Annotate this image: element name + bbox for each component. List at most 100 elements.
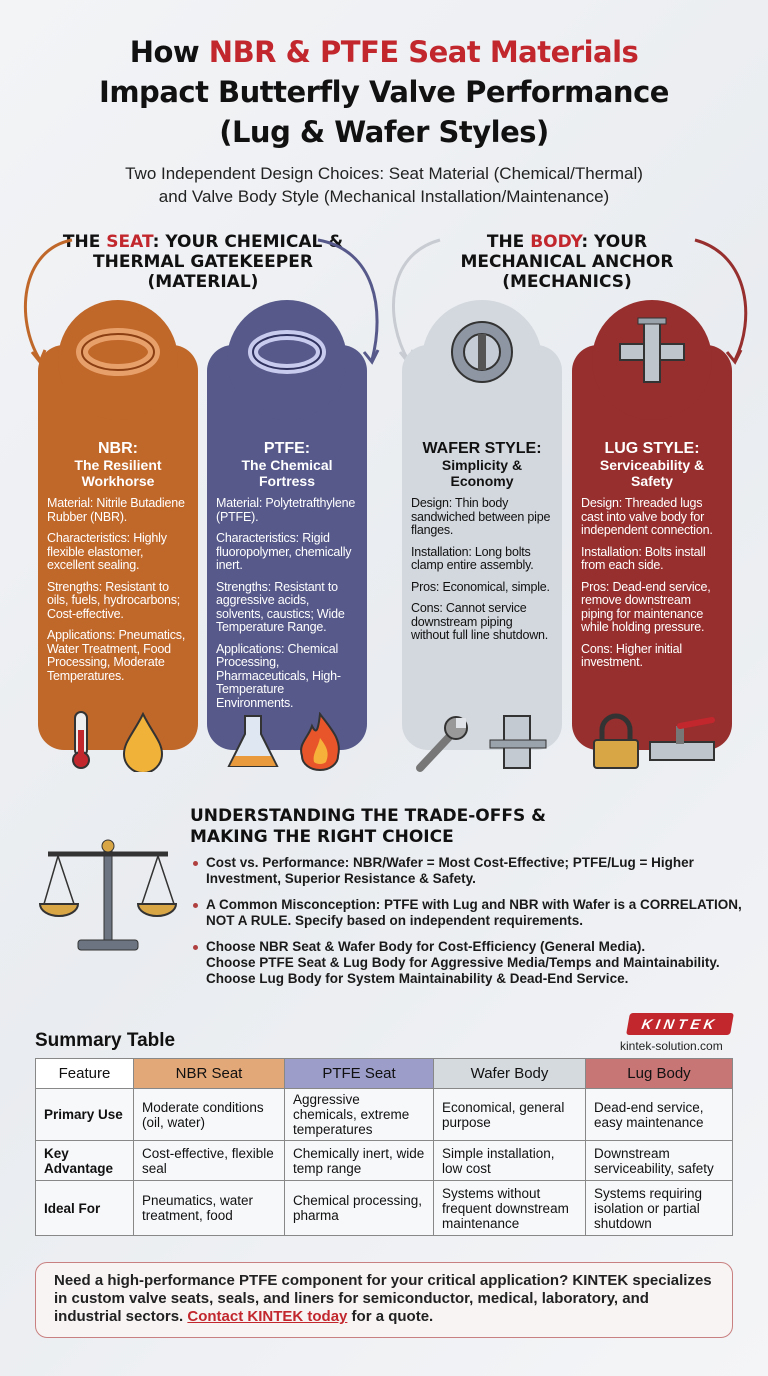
card-subtitle: Serviceability & Safety [599,457,705,489]
card-item: Material: Nitrile Butadiene Rubber (NBR)… [47,496,185,524]
table-row: Ideal For Pneumatics, water treatment, fo… [35,1180,733,1236]
connector-arrows [23,238,748,365]
ptfe-ring-icon [248,330,326,374]
subtitle-line2: and Valve Body Style (Mechanical Install… [158,187,610,206]
padlock-icon [593,713,639,769]
summary-table: Feature NBR Seat PTFE Seat Wafer Body Lu… [35,1058,733,1236]
table-cell: Primary Use [35,1088,134,1141]
flame-icon [300,712,340,771]
table-cell: Key Advantage [35,1140,134,1181]
table-cell: Pneumatics, water treatment, food [133,1180,285,1236]
table-cell: Chemical processing, pharma [284,1180,434,1236]
cta-box: Need a high-performance PTFE component f… [35,1262,733,1338]
table-cell: Systems without frequent downstream main… [433,1180,586,1236]
body-header-line3: (MECHANICS) [502,272,632,292]
card-item: Strengths: Resistant to oils, fuels, hyd… [47,579,181,621]
card-title: WAFER STYLE: [422,440,542,457]
flask-icon [227,715,279,767]
card-item: Installation: Bolts install from each si… [581,544,706,572]
tradeoff-bullet: Cost vs. Performance: NBR/Wafer = Most C… [192,855,752,887]
title-line3: (Lug & Wafer Styles) [219,115,549,149]
card-item: Characteristics: Highly flexible elastom… [47,531,167,572]
orange-oring-icon [76,328,160,376]
table-row: Primary Use Moderate conditions (oil, wat… [35,1088,733,1141]
cta-tail: for a quote. [347,1308,434,1325]
table-cell: Ideal For [35,1180,134,1236]
table-row: Key Advantage Cost-effective, flexible se… [35,1140,733,1181]
card-item: Material: Polytetrafthylene (PTFE). [216,496,356,524]
seat-header-pre: THE [62,232,107,252]
lug-valve-badge [592,300,712,420]
brand-website[interactable]: kintek-solution.com [620,1039,723,1053]
wafer-valve-badge [422,300,542,420]
nbr-ring-badge [58,300,178,420]
card-item: Installation: Long bolts clamp entire as… [411,544,534,572]
thermometer-icon [72,711,90,769]
title-text: How [129,35,209,69]
card-title: LUG STYLE: [604,440,700,457]
nbr-card: NBR: The Resilient Workhorse Material: Ni… [38,345,198,750]
table-cell: Chemically inert, wide temp range [284,1140,434,1181]
lug-card: LUG STYLE: Serviceability & Safety Design… [572,345,732,750]
body-header-line2: MECHANICAL ANCHOR [460,252,674,272]
table-cell: Systems requiring isolation or partial s… [585,1180,733,1236]
card-title: NBR: [98,440,138,457]
table-cell: Aggressive chemicals, extreme temperatur… [284,1088,434,1141]
title-line2: Impact Butterfly Valve Performance [99,75,669,109]
card-subtitle: The Chemical Fortress [241,457,333,489]
subtitle-line1: Two Independent Design Choices: Seat Mat… [125,164,643,183]
card-subtitle: Simplicity & Economy [441,457,523,489]
seat-header-highlight: SEAT [106,232,153,252]
wrench-icon [416,716,468,772]
oil-drop-icon [122,712,164,772]
choose-line: Choose PTFE Seat & Lug Body for Aggressi… [206,955,720,970]
table-cell: Dead-end service, easy maintenance [585,1088,733,1141]
ball-valve-icon [649,717,715,761]
card-item: Design: Thin body sandwiched between pip… [411,496,551,537]
card-subtitle: The Resilient Workhorse [74,457,162,489]
seat-header-line3: (MATERIAL) [147,272,259,292]
wafer-valve-icon [451,321,513,383]
seat-header-rest: : YOUR CHEMICAL & [152,232,344,252]
tradeoffs-heading-line1: UNDERSTANDING THE TRADE-OFFS & [190,806,546,826]
lug-valve-icon [619,317,685,383]
card-title: PTFE: [263,440,311,457]
header-lug-body: Lug Body [585,1058,733,1089]
seat-header-line2: THERMAL GATEKEEPER [93,252,313,272]
cta-text: Need a high-performance PTFE component f… [54,1272,712,1325]
card-item: Applications: Chemical Processing, Pharm… [216,641,341,710]
header-feature: Feature [35,1058,134,1089]
seat-section-header: THE SEAT: YOUR CHEMICAL & THERMAL GATEKE… [43,232,363,292]
body-header-pre: THE [486,232,531,252]
tradeoffs-heading: UNDERSTANDING THE TRADE-OFFS & MAKING THE… [190,806,546,848]
body-section-header: THE BODY: YOUR MECHANICAL ANCHOR (MECHAN… [407,232,727,292]
card-item: Design: Threaded lugs cast into valve bo… [581,496,713,537]
card-item: Pros: Economical, simple. [411,579,550,594]
card-item: Applications: Pneumatics, Water Treatmen… [47,628,186,683]
choose-line: Choose NBR Seat & Wafer Body for Cost-Ef… [206,939,646,954]
pipe-icon [489,715,547,769]
page-title: How NBR & PTFE Seat Materials Impact But… [0,32,768,152]
tradeoffs-heading-line2: MAKING THE RIGHT CHOICE [190,827,454,847]
summary-heading: Summary Table [35,1030,176,1051]
table-cell: Cost-effective, flexible seal [133,1140,285,1181]
tradeoff-bullet: Choose NBR Seat & Wafer Body for Cost-Ef… [192,939,752,987]
table-cell: Simple installation, low cost [433,1140,586,1181]
table-cell: Downstream serviceability, safety [585,1140,733,1181]
kintek-logo: KINTEK [626,1013,734,1035]
title-highlight: NBR & PTFE Seat Materials [208,35,639,69]
card-item: Pros: Dead-end service, remove downstrea… [581,579,711,634]
card-item: Strengths: Resistant to aggressive acids… [216,579,345,634]
tradeoffs-list: Cost vs. Performance: NBR/Wafer = Most C… [192,855,752,997]
contact-link[interactable]: Contact KINTEK today [187,1308,348,1325]
card-item: Characteristics: Rigid fluoropolymer, ch… [216,531,352,572]
balance-scale-icon [38,839,178,951]
table-header-row: Feature NBR Seat PTFE Seat Wafer Body Lu… [35,1058,733,1089]
choose-line: Choose Lug Body for System Maintainabili… [206,971,629,986]
body-header-rest: : YOUR [581,232,648,252]
ptfe-ring-badge [227,300,347,420]
card-item: Cons: Cannot service downstream piping w… [411,601,549,642]
header-ptfe-seat: PTFE Seat [284,1058,434,1089]
tradeoff-bullet: A Common Misconception: PTFE with Lug an… [192,897,752,929]
subtitle: Two Independent Design Choices: Seat Mat… [0,162,768,208]
